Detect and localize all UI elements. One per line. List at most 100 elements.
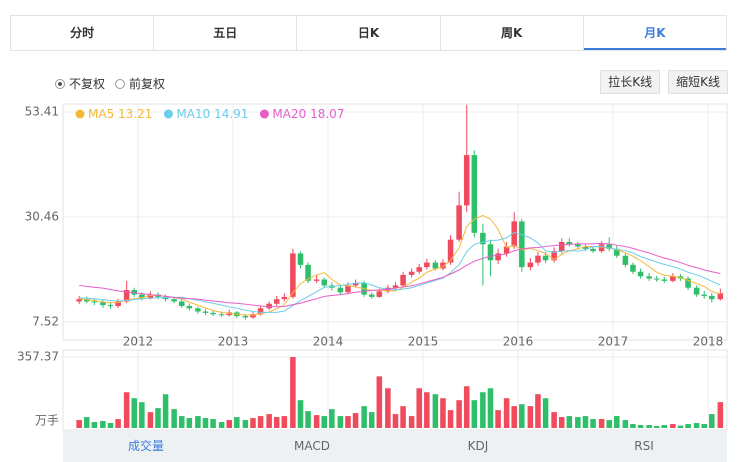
volume-bar <box>653 426 660 428</box>
volume-bar <box>139 402 145 428</box>
candle-body <box>432 262 439 269</box>
volume-bar <box>376 376 383 428</box>
candle-body <box>670 276 676 281</box>
radio-dot <box>55 78 65 89</box>
radio-label: 前复权 <box>129 77 166 91</box>
candle-body <box>542 255 549 261</box>
candle-body <box>352 283 359 286</box>
candle-body <box>503 246 510 254</box>
candle-body <box>606 244 612 249</box>
candle-body <box>202 311 209 313</box>
candle-body <box>495 253 501 261</box>
volume-bar <box>495 410 501 428</box>
radio[interactable]: 前复权 <box>115 75 165 92</box>
volume-bar <box>297 400 304 428</box>
volume-bar <box>503 398 510 428</box>
button[interactable]: 缩短K线 <box>668 70 728 94</box>
volume-bar <box>606 420 612 428</box>
adjust-options: 不复权 前复权 <box>55 75 165 92</box>
candle-body <box>424 262 430 268</box>
tab[interactable]: 周K <box>441 16 584 50</box>
tab[interactable]: KDJ <box>467 439 489 453</box>
volume-bar <box>352 413 359 428</box>
candle-body <box>281 296 288 300</box>
candle-body <box>76 299 82 302</box>
volume-bar <box>131 398 138 428</box>
candle-body <box>558 241 565 252</box>
volume-bar <box>115 419 121 428</box>
volume-bar <box>162 394 169 428</box>
volume-bar <box>290 357 296 428</box>
volume-bar <box>693 423 700 428</box>
volume-bar <box>685 424 691 428</box>
candle-body <box>582 246 589 249</box>
volume-bar <box>195 416 201 428</box>
volume-bar <box>542 398 549 428</box>
tab[interactable]: RSI <box>634 439 654 453</box>
candle-body <box>100 302 106 306</box>
volume-bar <box>463 386 470 428</box>
candle-body <box>195 308 201 312</box>
legend-swatch <box>259 109 269 119</box>
volume-bar <box>281 416 288 428</box>
candle-body <box>123 290 130 302</box>
indicator-tabs: 成交量 MACD KDJ RSI <box>63 430 727 462</box>
volume-bar <box>630 424 636 428</box>
candle-body <box>91 301 98 303</box>
candle-body <box>614 248 620 256</box>
candle-body <box>257 308 264 315</box>
candle-body <box>527 262 534 268</box>
candle-body <box>511 221 517 247</box>
volume-bar <box>551 412 557 428</box>
candle-body <box>107 305 114 307</box>
candle-body <box>709 295 715 300</box>
volume-bar <box>385 388 391 428</box>
volume-bar <box>416 388 422 428</box>
candle-body <box>297 253 304 265</box>
candle-body <box>83 299 90 302</box>
legend-value: 13.21 <box>118 107 152 121</box>
candle-body <box>646 276 652 279</box>
chart: 2012 2013 2014 2015 2016 2017 2018 7.52 30.46 53.… <box>17 103 728 430</box>
legend-entry: MA20 18.07 <box>272 107 344 121</box>
radio[interactable]: 不复权 <box>55 75 105 92</box>
y-axis-unit: 万手 <box>35 414 59 428</box>
radio-label: 不复权 <box>69 77 106 91</box>
tab[interactable]: 分时 <box>11 16 155 50</box>
candle-body <box>575 244 581 247</box>
candle-body <box>305 264 311 281</box>
volume-bar <box>392 414 399 428</box>
tab[interactable]: 日K <box>297 16 441 50</box>
legend-name: MA10 <box>176 107 210 121</box>
volume-bar <box>456 400 462 428</box>
candle-body <box>566 241 573 245</box>
tab[interactable]: 月K <box>583 16 727 50</box>
x-tick-label: 2016 <box>503 335 534 349</box>
candle-body <box>321 279 328 286</box>
volume-bar <box>218 422 225 428</box>
candle-body <box>139 294 145 298</box>
y-tick-label: 53.41 <box>25 105 59 119</box>
volume-bar <box>575 417 581 428</box>
candle-body <box>313 279 320 281</box>
volume-bar <box>440 398 446 428</box>
volume-bar <box>321 416 328 428</box>
button[interactable]: 拉长K线 <box>600 70 661 94</box>
tab[interactable]: 五日 <box>154 16 298 50</box>
candle-body <box>376 291 383 297</box>
volume-bar <box>123 392 130 428</box>
volume-bar <box>661 425 668 428</box>
volume-bar <box>590 419 596 428</box>
volume-bar <box>266 414 272 428</box>
volume-bar <box>171 409 177 428</box>
tab[interactable]: 成交量 <box>127 439 164 453</box>
candle-body <box>590 248 596 252</box>
tab[interactable]: MACD <box>294 439 330 453</box>
volume-bar <box>91 422 98 428</box>
candle-body <box>218 314 225 316</box>
x-tick-label: 2018 <box>693 335 724 349</box>
period-tabs: 分时 五日 日K 周K 月K <box>10 15 727 51</box>
candle-body <box>519 221 525 268</box>
volume-bar <box>558 417 565 428</box>
